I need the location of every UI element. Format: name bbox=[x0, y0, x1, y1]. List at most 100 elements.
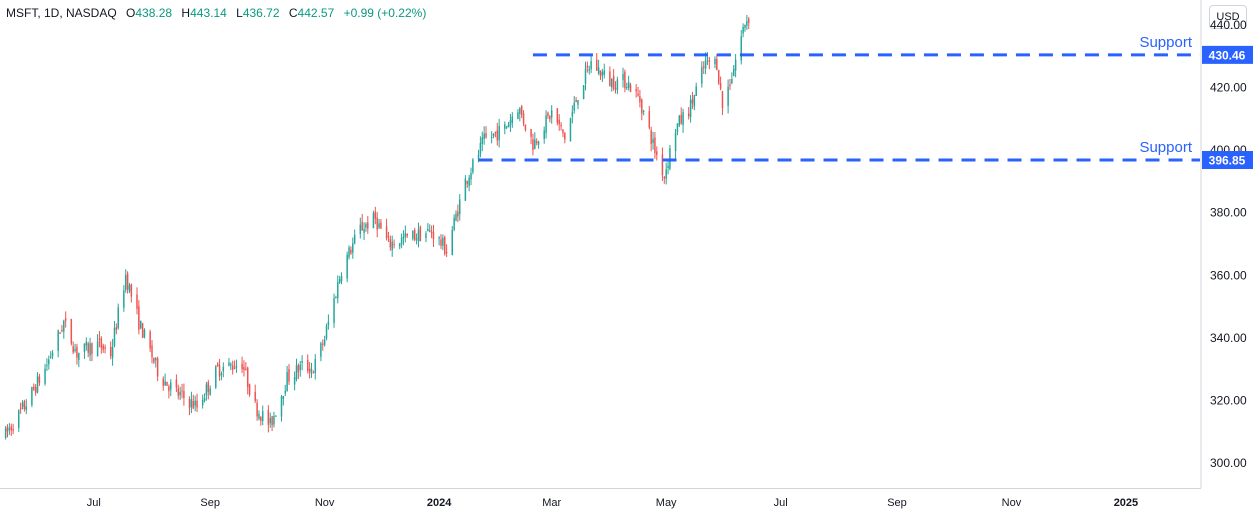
candle-body bbox=[652, 138, 654, 143]
candle-body bbox=[365, 224, 367, 228]
candle-body bbox=[164, 381, 166, 386]
candle-body bbox=[46, 365, 48, 367]
candle-body bbox=[284, 390, 286, 394]
candle-body bbox=[524, 124, 527, 130]
candle-body bbox=[327, 321, 330, 326]
support-price-label: 430.46 bbox=[1209, 48, 1246, 62]
candle-body bbox=[693, 95, 696, 107]
candle-body bbox=[674, 132, 677, 152]
candle-body bbox=[348, 247, 350, 258]
candle-body bbox=[48, 359, 50, 365]
candle-body bbox=[616, 79, 619, 91]
candle-body bbox=[704, 59, 707, 69]
candle-body bbox=[717, 70, 720, 84]
candle-body bbox=[573, 102, 575, 111]
candle-body bbox=[575, 100, 577, 103]
candle-body bbox=[100, 338, 103, 349]
candle-body bbox=[130, 284, 133, 297]
candle-body bbox=[457, 211, 459, 217]
candle-body bbox=[314, 359, 317, 373]
candle-body bbox=[115, 327, 118, 330]
candle-body bbox=[731, 78, 733, 84]
candle-body bbox=[393, 244, 395, 246]
change-value: +0.99 (+0.22%) bbox=[343, 6, 427, 20]
candle-body bbox=[307, 359, 309, 371]
low-value: 436.72 bbox=[242, 6, 280, 20]
candle-body bbox=[562, 129, 564, 134]
candle-body bbox=[340, 276, 343, 282]
candle-body bbox=[203, 397, 206, 401]
candle-body bbox=[402, 237, 405, 239]
currency-button[interactable]: USD bbox=[1209, 5, 1247, 29]
close-label: C bbox=[288, 6, 298, 20]
candle-body bbox=[706, 57, 709, 59]
x-tick-label: Sep bbox=[200, 497, 220, 509]
candle-body bbox=[271, 416, 273, 426]
candle-body bbox=[481, 137, 484, 144]
y-tick-label: 360.00 bbox=[1210, 268, 1247, 282]
chart-legend-header: MSFT, 1D, NASDAQ O438.28 H443.14 L436.72… bbox=[6, 6, 426, 20]
candle-body bbox=[714, 58, 716, 65]
candle-body bbox=[353, 234, 356, 244]
candle-body bbox=[412, 230, 414, 239]
candle-body bbox=[451, 229, 454, 256]
candle-body bbox=[21, 403, 24, 407]
candle-body bbox=[320, 343, 322, 357]
price-axis[interactable]: 300.00320.00340.00360.00380.00400.00420.… bbox=[1210, 18, 1247, 470]
y-tick-label: 440.00 bbox=[1210, 18, 1247, 32]
candle-body bbox=[601, 72, 604, 76]
candle-body bbox=[346, 254, 348, 279]
time-axis[interactable]: Jul Sep Nov 2024 Mar May Jul Sep Nov 2025 bbox=[87, 497, 1138, 509]
candle-body bbox=[260, 416, 262, 421]
candle-body bbox=[719, 83, 722, 89]
candle-body bbox=[175, 379, 178, 388]
candle-body bbox=[624, 71, 626, 89]
candle-body bbox=[215, 366, 217, 388]
candle-body bbox=[603, 70, 606, 75]
x-tick-label: Nov bbox=[1002, 497, 1022, 509]
candle-body bbox=[656, 151, 658, 156]
candle-body bbox=[663, 177, 666, 179]
candle-body bbox=[36, 376, 39, 393]
candle-body bbox=[57, 330, 59, 351]
candle-body bbox=[595, 59, 598, 71]
candle-body bbox=[582, 85, 585, 100]
candle-body bbox=[228, 362, 230, 366]
candle-body bbox=[70, 318, 73, 344]
candle-body bbox=[179, 391, 181, 396]
candle-body bbox=[104, 347, 106, 349]
candle-body bbox=[280, 396, 283, 417]
candle-body bbox=[231, 365, 234, 370]
candle-body bbox=[494, 131, 497, 133]
candle-body bbox=[547, 112, 549, 116]
candle-body bbox=[23, 400, 26, 410]
candle-body bbox=[374, 211, 377, 219]
candle-body bbox=[708, 60, 711, 62]
candle-body bbox=[235, 365, 238, 368]
candle-body bbox=[293, 377, 296, 385]
candle-body bbox=[549, 116, 551, 120]
candle-body bbox=[288, 369, 290, 382]
candle-body bbox=[535, 141, 538, 143]
candle-body bbox=[532, 139, 534, 151]
candle-body bbox=[432, 232, 435, 240]
candle-body bbox=[109, 347, 112, 357]
candle-body bbox=[404, 233, 407, 238]
candle-body bbox=[128, 285, 131, 292]
candle-body bbox=[629, 84, 632, 92]
candle-body bbox=[430, 231, 433, 233]
x-tick-label: 2024 bbox=[427, 497, 452, 509]
candle-body bbox=[269, 418, 271, 424]
candle-body bbox=[76, 346, 78, 358]
x-tick-label: Mar bbox=[542, 497, 561, 509]
candle-body bbox=[352, 243, 354, 253]
candle-body bbox=[477, 154, 480, 160]
candle-body bbox=[337, 282, 339, 299]
y-tick-label: 380.00 bbox=[1210, 206, 1247, 220]
candle-body bbox=[333, 298, 335, 323]
candle-body bbox=[691, 98, 694, 104]
candle-body bbox=[667, 165, 669, 168]
candle-body bbox=[639, 96, 641, 103]
symbol-label[interactable]: MSFT, 1D, NASDAQ bbox=[6, 6, 117, 20]
